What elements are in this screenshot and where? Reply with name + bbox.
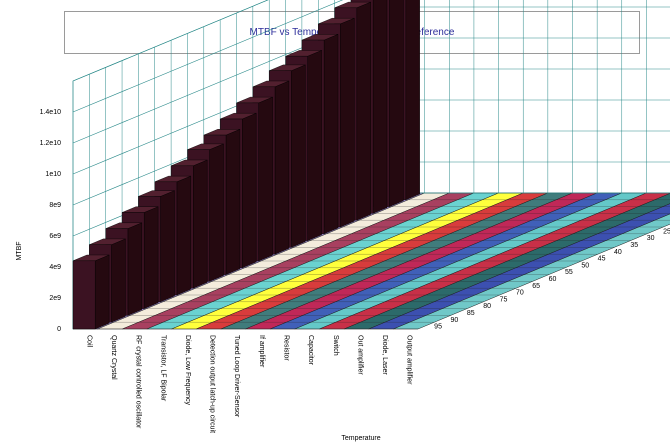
temperature-tick-label: 95 [434, 324, 442, 331]
temperature-tick-label: 35 [630, 242, 638, 249]
back-wall [399, 0, 670, 194]
category-tick-label: Diode, Laser [381, 335, 388, 375]
temperature-tick-label: 55 [565, 269, 573, 276]
category-tick-label: Detection output latch-up circuit [209, 335, 216, 433]
temperature-tick-label: 65 [532, 283, 540, 290]
temperature-tick-label: 85 [467, 310, 475, 317]
y-tick-labels: 0 2e9 4e9 6e9 8e9 1e10 1.2e10 1.4e10 [40, 109, 62, 333]
category-tick-label: Diode, Low Frequency [184, 335, 191, 406]
bar-35-side [291, 64, 306, 248]
bar-45-side [258, 96, 273, 262]
y-tick-label: 1e10 [45, 171, 61, 178]
category-tick-label: Transistor, LF Bipolar [159, 335, 166, 402]
category-tick-label: Out amplifier [356, 335, 363, 375]
bar-70-side [176, 175, 192, 296]
bar-60-side [209, 143, 224, 282]
category-tick-labels: Coil Quartz Crystal RF crystal controlled … [85, 335, 412, 433]
y-tick-label: 0 [57, 326, 61, 333]
bar-40-side [274, 80, 290, 255]
temperature-tick-label: 25 [663, 228, 670, 235]
y-tick-label: 2e9 [49, 295, 61, 302]
temperature-tick-label: 80 [483, 303, 491, 310]
y-axis-title: MTBF [16, 241, 23, 260]
y-tick-label: 4e9 [49, 264, 61, 271]
category-tick-label: Tuned Loop Driver-Sensor [233, 335, 240, 418]
bar-55-side [225, 128, 241, 275]
bar-85-side [127, 222, 143, 316]
bar-30-side [307, 50, 322, 241]
y-tick-label: 8e9 [49, 202, 61, 209]
category-tick-label: Switch [332, 335, 339, 356]
bar-5-side [389, 0, 404, 207]
bar-0.0-side [405, 0, 420, 201]
category-tick-label: RF crystal controlled oscillator [135, 335, 142, 429]
bar-90-side [111, 238, 126, 323]
bar-95 [72, 254, 110, 330]
temperature-tick-label: 75 [500, 296, 508, 303]
temperature-tick-label: 30 [647, 235, 655, 242]
bar-75-side [160, 190, 175, 303]
bar-95-front [72, 260, 96, 330]
temperature-tick-label: 45 [598, 256, 606, 263]
bar-10-side [372, 0, 388, 214]
category-tick-label: Resistor [283, 335, 290, 361]
y-tick-label: 6e9 [49, 233, 61, 240]
category-tick-label: Output amplifier [406, 335, 413, 385]
temperature-tick-label: 90 [451, 317, 459, 324]
category-tick-label: If amplifier [258, 335, 265, 368]
y-tick-label: 1.2e10 [40, 140, 62, 147]
category-tick-label: Quartz Crystal [110, 335, 117, 380]
temperature-tick-label: 50 [581, 262, 589, 269]
temperature-tick-label: 60 [549, 276, 557, 283]
category-tick-label: Coil [85, 335, 92, 348]
bar-group [72, 0, 420, 330]
bar-50-side [242, 112, 257, 269]
temperature-tick-label: 40 [614, 249, 622, 256]
bar-20-side [340, 17, 355, 228]
temperature-tick-label: 70 [516, 290, 524, 297]
x-axis-title: Temperature [341, 435, 380, 442]
bar-15-side [356, 1, 371, 221]
bar-65-side [193, 159, 208, 289]
y-tick-label: 1.4e10 [40, 109, 62, 116]
bar-80-side [143, 206, 159, 309]
category-tick-label: Capacitor [307, 335, 314, 366]
bar-25-side [323, 33, 339, 235]
bar-95-side [94, 254, 110, 330]
temperature-tick-labels: 95908580757065605550454035302520151050.0 [434, 228, 670, 331]
